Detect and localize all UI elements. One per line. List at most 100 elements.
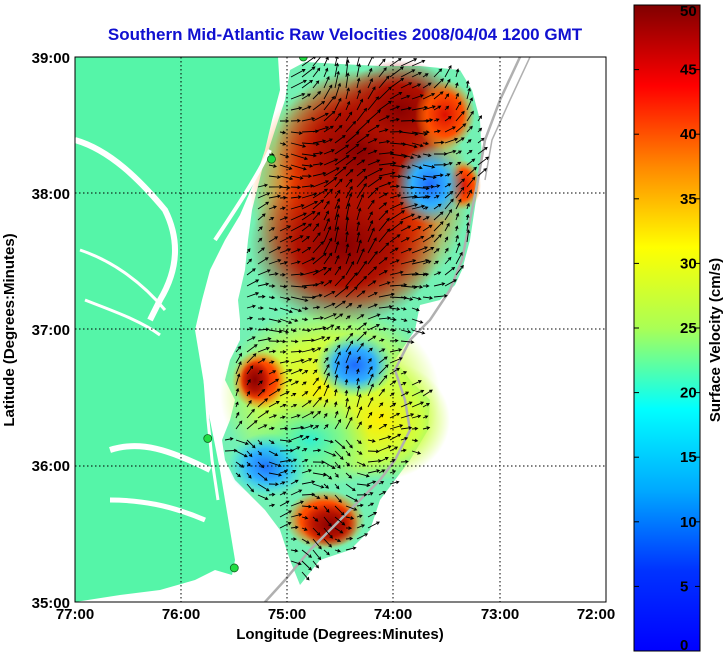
velocity-vector — [400, 106, 412, 111]
velocity-vector — [334, 418, 342, 430]
velocity-vector — [367, 324, 381, 331]
velocity-vector — [290, 403, 298, 408]
velocity-vector — [301, 257, 316, 265]
velocity-vector — [378, 292, 395, 298]
velocity-vector — [356, 239, 362, 254]
radar-station — [267, 154, 276, 164]
velocity-vector — [444, 183, 452, 188]
velocity-vector — [466, 110, 474, 122]
velocity-vector — [334, 204, 341, 221]
velocity-vector — [367, 480, 377, 485]
velocity-vector — [301, 391, 309, 397]
velocity-vector — [312, 410, 322, 419]
velocity-vector — [290, 131, 303, 135]
velocity-vector — [411, 83, 422, 89]
velocity-vector — [477, 115, 483, 122]
chart-title: Southern Mid-Atlantic Raw Velocities 200… — [108, 25, 583, 44]
velocity-vector — [400, 247, 413, 254]
velocity-vector — [378, 413, 384, 419]
velocity-vector — [268, 175, 281, 179]
velocity-vector — [257, 472, 268, 481]
velocity-vector — [378, 348, 386, 353]
velocity-vector — [290, 164, 307, 171]
velocity-vector — [345, 192, 353, 210]
velocity-vector — [389, 77, 405, 89]
velocity-vector — [301, 235, 310, 243]
velocity-vector — [433, 282, 446, 287]
velocity-vector — [367, 347, 373, 353]
velocity-vector — [235, 352, 242, 364]
velocity-vector — [334, 225, 340, 243]
velocity-vector — [290, 318, 299, 323]
velocity-vector — [400, 175, 412, 180]
velocity-vector — [246, 390, 250, 397]
velocity-vector — [323, 549, 330, 556]
velocity-vector — [378, 402, 384, 408]
velocity-vector — [334, 189, 341, 199]
velocity-vector — [378, 338, 385, 342]
velocity-vector — [444, 279, 458, 287]
velocity-vector — [279, 339, 287, 344]
velocity-vector — [378, 491, 387, 496]
velocity-vector — [367, 96, 380, 111]
velocity-vector — [279, 225, 292, 232]
velocity-vector — [455, 161, 462, 166]
velocity-vector — [323, 177, 338, 188]
velocity-vector — [367, 149, 378, 155]
velocity-vector — [433, 68, 443, 78]
velocity-vector — [333, 401, 338, 408]
velocity-vector — [279, 248, 292, 254]
velocity-vector — [389, 367, 401, 375]
velocity-vector — [323, 217, 330, 232]
velocity-vector — [301, 174, 312, 178]
velocity-vector — [345, 516, 355, 520]
velocity-vector — [301, 79, 314, 89]
velocity-vector — [411, 186, 430, 191]
velocity-vector — [279, 175, 294, 181]
velocity-vector — [389, 270, 404, 276]
velocity-vector — [279, 329, 290, 334]
velocity-vector — [312, 305, 321, 310]
velocity-vector — [290, 69, 306, 78]
velocity-vector — [466, 139, 472, 144]
velocity-vector — [246, 336, 256, 342]
velocity-vector — [422, 389, 433, 397]
velocity-vector — [257, 439, 263, 446]
velocity-vector — [378, 202, 388, 210]
velocity-vector — [258, 317, 266, 321]
velocity-vector — [444, 93, 450, 100]
velocity-vector — [301, 549, 313, 558]
velocity-vector — [312, 377, 319, 386]
velocity-vector — [465, 80, 470, 89]
velocity-vector — [290, 470, 297, 474]
velocity-vector — [257, 183, 269, 188]
velocity-vector — [400, 225, 412, 232]
velocity-vector — [301, 492, 316, 497]
velocity-vector — [290, 328, 297, 333]
velocity-vector — [301, 142, 320, 146]
velocity-vector — [323, 280, 333, 287]
velocity-vector — [279, 368, 293, 375]
velocity-vector — [433, 260, 439, 265]
velocity-vector — [257, 398, 269, 408]
velocity-vector — [356, 248, 365, 265]
velocity-vector — [246, 450, 253, 458]
velocity-vector — [389, 317, 397, 322]
velocity-vector — [345, 156, 357, 166]
velocity-vector — [378, 128, 389, 133]
velocity-vector — [279, 426, 289, 431]
velocity-vector — [257, 370, 263, 375]
velocity-vector — [257, 388, 266, 397]
velocity-vector — [345, 260, 355, 276]
colorbar-tick-label: 30 — [680, 255, 697, 272]
velocity-vector — [312, 126, 330, 133]
velocity-vector — [400, 448, 407, 453]
velocity-vector — [345, 216, 350, 232]
velocity-vector — [345, 526, 353, 530]
velocity-vector — [268, 370, 277, 375]
velocity-vector — [378, 86, 392, 100]
velocity-vector — [422, 130, 430, 134]
velocity-vector — [356, 421, 362, 430]
velocity-vector — [367, 291, 378, 298]
velocity-vector — [334, 410, 339, 419]
